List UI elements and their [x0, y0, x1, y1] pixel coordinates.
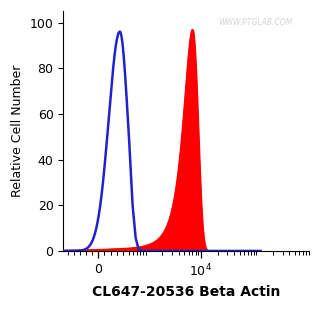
X-axis label: CL647-20536 Beta Actin: CL647-20536 Beta Actin — [92, 285, 280, 299]
Text: WWW.PTGLAB.COM: WWW.PTGLAB.COM — [218, 18, 292, 27]
Y-axis label: Relative Cell Number: Relative Cell Number — [11, 65, 24, 197]
